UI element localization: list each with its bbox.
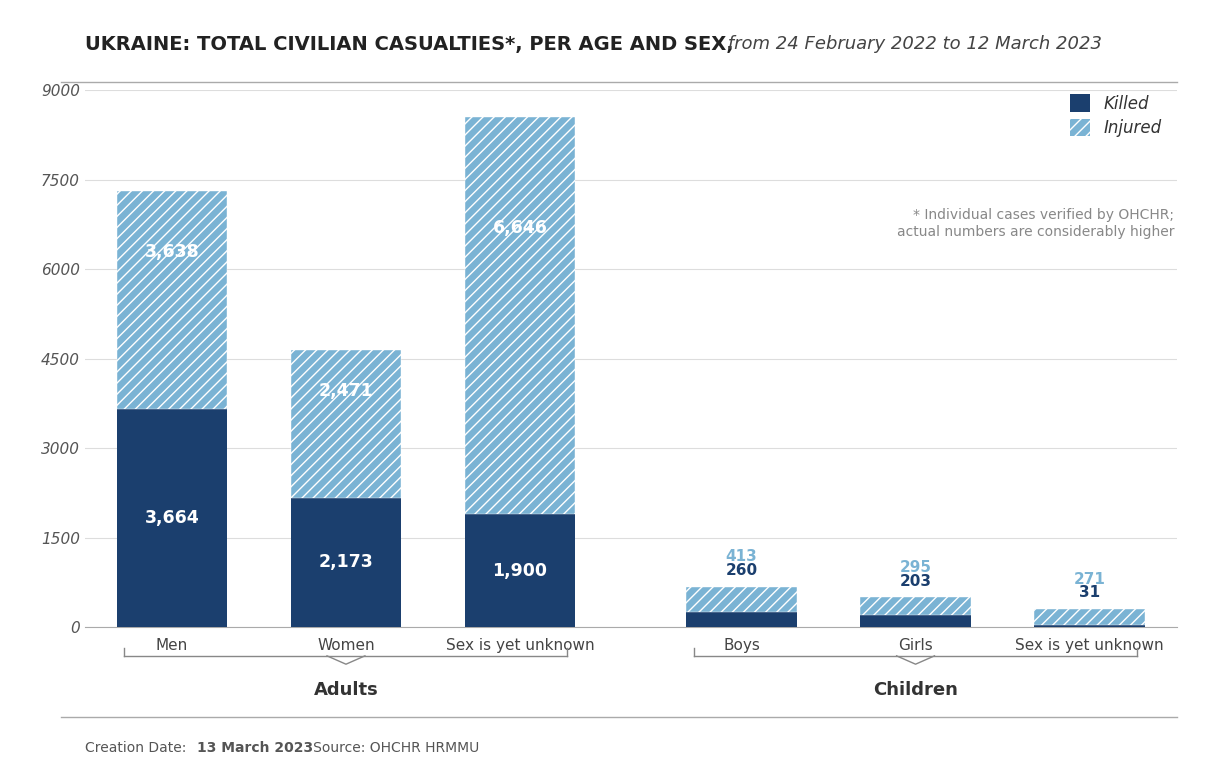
Text: 203: 203 bbox=[900, 574, 932, 589]
Text: 2,173: 2,173 bbox=[319, 554, 374, 572]
Text: Children: Children bbox=[873, 681, 958, 699]
Text: 31: 31 bbox=[1080, 585, 1100, 601]
Bar bbox=[116, 408, 227, 627]
Text: 1,900: 1,900 bbox=[492, 561, 547, 579]
Bar bbox=[860, 615, 970, 627]
Legend: Killed, Injured: Killed, Injured bbox=[1064, 88, 1168, 144]
Text: 6,646: 6,646 bbox=[492, 220, 547, 238]
Text: Source: OHCHR HRMMU: Source: OHCHR HRMMU bbox=[300, 741, 479, 755]
Bar bbox=[465, 118, 575, 514]
Bar bbox=[1035, 626, 1145, 627]
Text: 3,664: 3,664 bbox=[144, 509, 199, 527]
Text: 413: 413 bbox=[725, 550, 757, 564]
Bar bbox=[291, 350, 402, 498]
Text: * Individual cases verified by OHCHR;
actual numbers are considerably higher: * Individual cases verified by OHCHR; ac… bbox=[896, 209, 1174, 238]
Text: 271: 271 bbox=[1074, 572, 1105, 586]
Text: 295: 295 bbox=[900, 560, 932, 575]
Bar bbox=[687, 612, 797, 627]
Text: 13 March 2023: 13 March 2023 bbox=[197, 741, 313, 755]
Bar bbox=[1035, 609, 1145, 626]
Bar bbox=[291, 498, 402, 627]
Text: from 24 February 2022 to 12 March 2023: from 24 February 2022 to 12 March 2023 bbox=[722, 35, 1101, 53]
Bar bbox=[687, 587, 797, 612]
Text: Adults: Adults bbox=[314, 681, 378, 699]
Text: 260: 260 bbox=[725, 563, 758, 578]
Bar bbox=[860, 597, 970, 615]
Text: UKRAINE: TOTAL CIVILIAN CASUALTIES*, PER AGE AND SEX,: UKRAINE: TOTAL CIVILIAN CASUALTIES*, PER… bbox=[85, 35, 734, 54]
Text: Creation Date:: Creation Date: bbox=[85, 741, 190, 755]
Bar bbox=[116, 191, 227, 408]
Text: 3,638: 3,638 bbox=[144, 243, 199, 261]
Text: 2,471: 2,471 bbox=[319, 383, 374, 401]
Bar bbox=[465, 514, 575, 627]
